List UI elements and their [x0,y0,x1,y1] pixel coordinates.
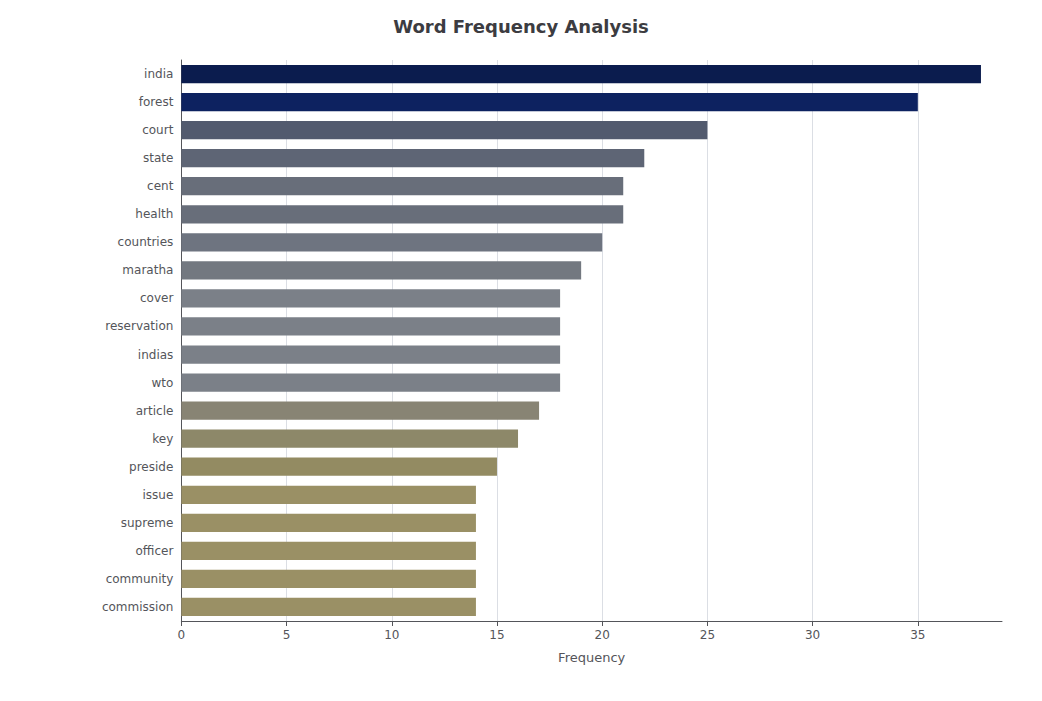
svg-text:Frequency: Frequency [558,650,625,665]
svg-text:health: health [135,207,173,221]
svg-text:0: 0 [178,628,186,642]
svg-text:maratha: maratha [122,263,173,277]
svg-text:state: state [143,151,173,165]
svg-text:20: 20 [595,628,610,642]
svg-text:forest: forest [139,95,174,109]
svg-text:commission: commission [102,600,173,614]
svg-text:cent: cent [147,179,174,193]
svg-text:5: 5 [283,628,291,642]
svg-text:25: 25 [700,628,715,642]
svg-text:officer: officer [135,544,173,558]
svg-text:reservation: reservation [105,319,173,333]
svg-text:preside: preside [129,460,173,474]
svg-text:10: 10 [384,628,399,642]
svg-text:court: court [142,123,173,137]
svg-text:community: community [106,572,174,586]
svg-text:30: 30 [805,628,820,642]
svg-text:supreme: supreme [121,516,174,530]
svg-text:article: article [136,404,174,418]
svg-text:issue: issue [143,488,174,502]
svg-text:wto: wto [151,376,173,390]
svg-text:cover: cover [140,291,173,305]
svg-text:indias: indias [138,348,174,362]
svg-text:15: 15 [489,628,504,642]
svg-text:Word Frequency Analysis: Word Frequency Analysis [393,16,649,37]
svg-text:countries: countries [118,235,174,249]
svg-text:india: india [144,67,173,81]
svg-text:35: 35 [910,628,925,642]
svg-text:key: key [152,432,173,446]
